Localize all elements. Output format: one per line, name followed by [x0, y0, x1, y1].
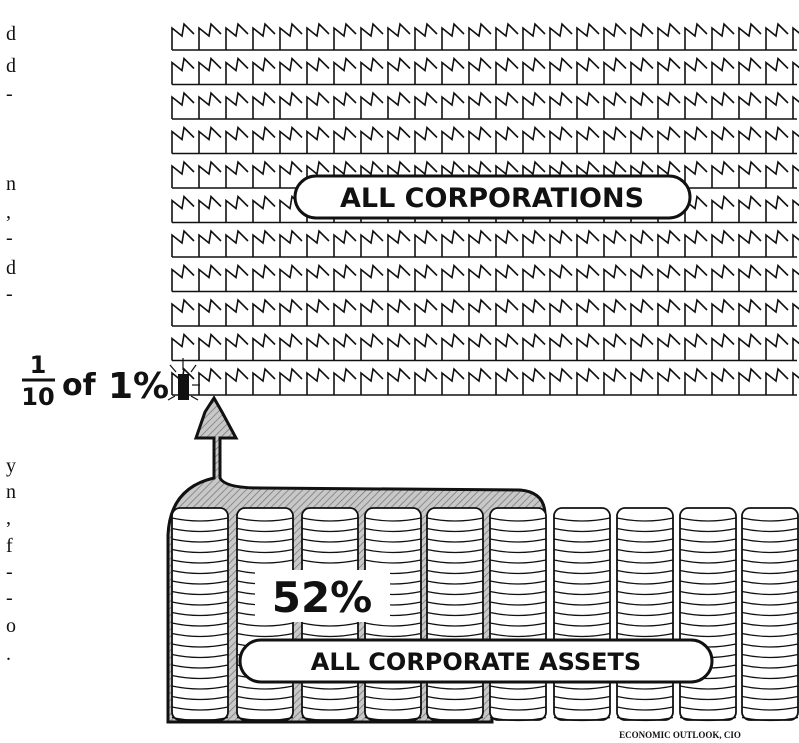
margin-fragment: -: [6, 283, 13, 305]
share-label: 52%: [272, 573, 373, 622]
margin-fragment: y: [6, 455, 16, 477]
credit: ECONOMIC OUTLOOK, CIO: [619, 730, 741, 740]
factory-row: [172, 335, 799, 361]
margin-text: dd-n,-d-yn,f--o.: [6, 23, 16, 665]
factory-row: [172, 266, 799, 292]
factory-row: [172, 93, 799, 119]
margin-fragment: n: [6, 173, 16, 195]
page: ALL CORPORATIONS 1 10 of 1% 52% ALL CORP…: [0, 0, 799, 743]
tiny-factory: [178, 374, 189, 400]
margin-fragment: ,: [6, 201, 11, 223]
margin-fragment: -: [6, 561, 13, 583]
factory-row: [172, 369, 799, 395]
fraction-numerator: 1: [30, 351, 47, 379]
margin-fragment: -: [6, 83, 13, 105]
factory-row: [172, 24, 799, 50]
margin-fragment: d: [6, 55, 16, 77]
margin-fragment: d: [6, 257, 16, 279]
margin-fragment: n: [6, 481, 16, 503]
margin-fragment: -: [6, 587, 13, 609]
margin-fragment: .: [6, 643, 11, 665]
margin-fragment: d: [6, 23, 16, 45]
fraction-of: of: [62, 368, 97, 403]
factory-row: [172, 128, 799, 154]
fraction-denominator: 10: [21, 383, 54, 411]
factory-row: [172, 300, 799, 326]
bottom-label: ALL CORPORATE ASSETS: [311, 648, 641, 676]
fraction-percent: 1%: [108, 366, 169, 407]
coin-stacks: [554, 508, 798, 721]
factory-row: [172, 59, 799, 85]
top-label: ALL CORPORATIONS: [340, 183, 644, 214]
factory-row: [172, 231, 799, 257]
margin-fragment: f: [6, 535, 13, 557]
margin-fragment: o: [6, 615, 16, 637]
margin-fragment: -: [6, 227, 13, 249]
margin-fragment: ,: [6, 507, 11, 529]
